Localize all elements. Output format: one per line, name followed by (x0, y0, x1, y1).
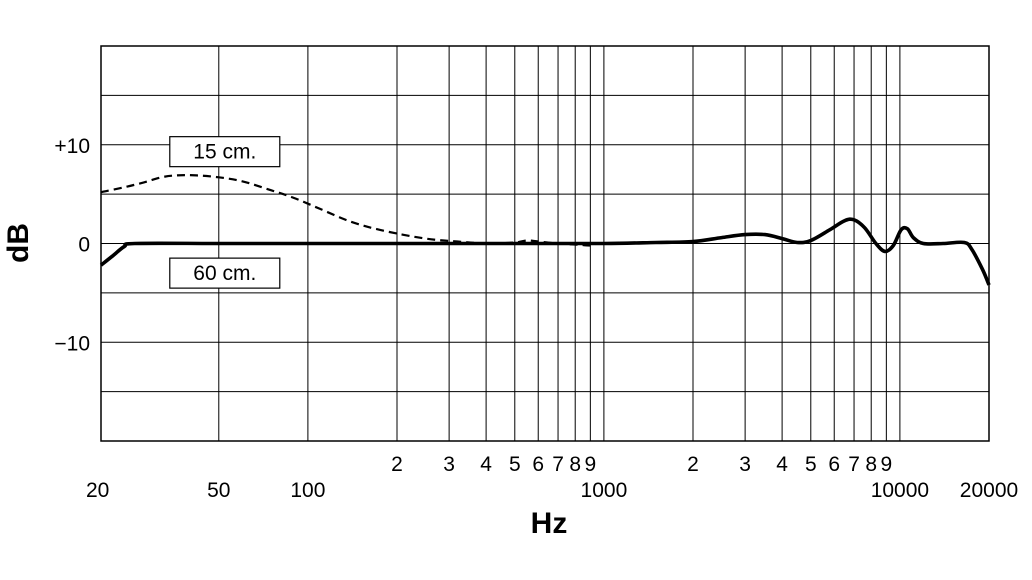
x-tick-label: 9 (585, 453, 597, 476)
x-tick-label: 20 (86, 479, 109, 502)
annotation-label: 15 cm. (193, 141, 256, 164)
x-tick-label: 20000 (960, 479, 1018, 502)
x-tick-label: 1000 (581, 479, 628, 502)
y-tick-label: −10 (54, 332, 90, 355)
annotation-box (169, 136, 281, 168)
x-tick-label: 6 (532, 453, 544, 476)
grid (101, 46, 989, 441)
x-tick-label: 3 (443, 453, 455, 476)
series-line-60cm (99, 217, 991, 286)
series-line-15cm (100, 174, 657, 247)
x-tick-label: 10000 (871, 479, 929, 502)
x-tick-label: 7 (848, 453, 860, 476)
x-tick-label: 50 (207, 479, 230, 502)
x-tick-label: 7 (552, 453, 564, 476)
y-tick-labels: +10 0 −10 (54, 135, 90, 356)
annotations: 15 cm. 60 cm. (169, 136, 281, 289)
plot-frame (100, 45, 990, 442)
x-tick-label: 5 (509, 453, 521, 476)
x-tick-label: 8 (569, 453, 581, 476)
x-tick-label: 5 (805, 453, 817, 476)
x-axis-title: Hz (531, 507, 568, 540)
y-tick-label: +10 (54, 135, 90, 158)
x-tick-label: 6 (828, 453, 840, 476)
y-axis-title: dB (2, 223, 35, 263)
series-group (99, 174, 991, 286)
x-tick-label: 100 (290, 479, 325, 502)
x-tick-label: 9 (881, 453, 893, 476)
x-tick-label: 4 (776, 453, 788, 476)
annotation-label: 60 cm. (193, 262, 256, 285)
x-tick-label: 8 (865, 453, 877, 476)
x-tick-label: 2 (687, 453, 699, 476)
x-tick-label: 2 (391, 453, 403, 476)
x-tick-label: 3 (739, 453, 751, 476)
y-tick-label: 0 (78, 234, 90, 257)
x-tick-label: 4 (480, 453, 492, 476)
annotation-box (169, 257, 281, 289)
